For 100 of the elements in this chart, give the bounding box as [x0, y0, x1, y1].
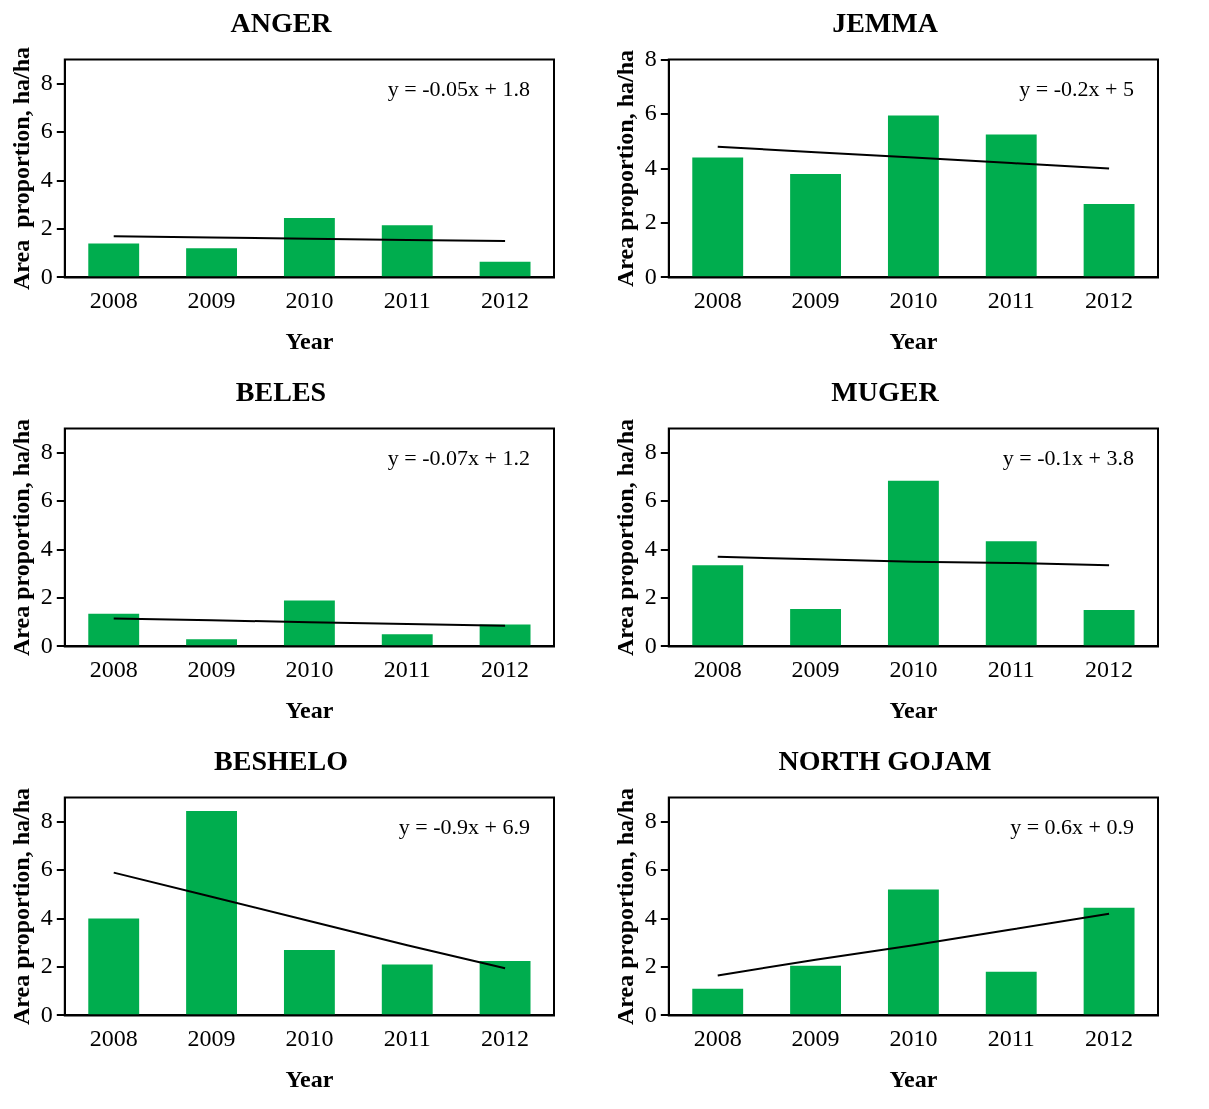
y-tick-label: 8	[644, 438, 657, 465]
x-tick-label: 2008	[89, 656, 138, 683]
x-tick-label: 2008	[89, 287, 138, 314]
y-tick-label: 0	[40, 262, 53, 289]
x-tick-label: 2009	[791, 287, 840, 314]
y-tick-label: 0	[644, 262, 657, 289]
x-tick-label: 2010	[285, 287, 334, 314]
y-tick-label: 6	[40, 486, 53, 513]
y-tick-label: 4	[40, 165, 53, 192]
x-tick-label: 2011	[987, 287, 1035, 314]
y-tick-label: 8	[644, 44, 657, 71]
annotation: y = -0.9x + 6.9	[398, 813, 530, 839]
x-axis-title: Year	[285, 696, 334, 723]
y-axis-title: Area proportion, ha/ha	[611, 418, 638, 657]
bar	[381, 634, 433, 646]
x-tick-label: 2010	[889, 1025, 938, 1052]
x-tick-label: 2010	[285, 656, 334, 683]
chart-title: BELES	[235, 376, 327, 408]
y-axis-title: Area proportion, ha/ha	[7, 46, 34, 291]
bar	[985, 971, 1037, 1015]
x-tick-label: 2011	[383, 287, 431, 314]
bar	[887, 115, 939, 277]
x-tick-label: 2010	[285, 1025, 334, 1052]
y-tick-label: 4	[40, 903, 53, 930]
bar	[985, 541, 1037, 646]
bar	[1083, 907, 1135, 1015]
x-tick-label: 2009	[791, 1025, 840, 1052]
y-tick-label: 8	[40, 438, 53, 465]
bar	[1083, 203, 1135, 277]
x-tick-label: 2012	[1085, 1025, 1134, 1052]
bar	[692, 157, 744, 277]
y-tick-label: 4	[40, 534, 53, 561]
y-tick-label: 8	[40, 69, 53, 96]
y-tick-label: 4	[644, 153, 657, 180]
bar	[186, 248, 237, 277]
x-axis-title: Year	[889, 1065, 938, 1092]
x-tick-label: 2008	[693, 656, 742, 683]
x-tick-label: 2009	[791, 656, 840, 683]
annotation: y = -0.1x + 3.8	[1002, 444, 1134, 470]
bar	[790, 173, 841, 277]
y-tick-label: 2	[40, 952, 53, 979]
bar	[381, 225, 433, 277]
chart-title: ANGER	[230, 7, 333, 39]
y-tick-label: 4	[644, 534, 657, 561]
x-tick-label: 2008	[89, 1025, 138, 1052]
chart-title: NORTH GOJAM	[778, 745, 992, 777]
x-tick-label: 2011	[383, 656, 431, 683]
y-tick-label: 2	[644, 952, 657, 979]
y-tick-label: 2	[40, 214, 53, 241]
y-axis-title: Area proportion, ha/ha	[611, 787, 638, 1026]
bar	[887, 889, 939, 1015]
y-axis-title: Area proportion, ha/ha	[611, 49, 638, 288]
bar	[88, 243, 140, 277]
annotation: y = -0.05x + 1.8	[387, 75, 530, 101]
y-tick-label: 8	[644, 807, 657, 834]
bar	[985, 134, 1037, 277]
annotation: y = -0.07x + 1.2	[387, 444, 530, 470]
y-tick-label: 2	[40, 583, 53, 610]
y-tick-label: 6	[644, 855, 657, 882]
x-tick-label: 2012	[1085, 287, 1134, 314]
x-axis-title: Year	[285, 327, 334, 354]
bar	[283, 600, 335, 646]
x-tick-label: 2009	[187, 287, 236, 314]
y-tick-label: 0	[644, 1000, 657, 1027]
x-axis-title: Year	[889, 696, 938, 723]
x-tick-label: 2012	[481, 1025, 530, 1052]
bar	[790, 608, 841, 646]
y-tick-label: 6	[40, 117, 53, 144]
y-axis-title: Area proportion, ha/ha	[7, 418, 34, 657]
bar	[692, 565, 744, 646]
bar	[186, 639, 237, 646]
bar	[88, 918, 140, 1015]
x-tick-label: 2009	[187, 1025, 236, 1052]
y-tick-label: 0	[644, 631, 657, 658]
bar	[887, 480, 939, 646]
x-tick-label: 2010	[889, 287, 938, 314]
chart-title: MUGER	[831, 376, 940, 408]
bar	[88, 613, 140, 646]
bar	[479, 261, 531, 277]
x-tick-label: 2008	[693, 287, 742, 314]
y-axis-title: Area proportion, ha/ha	[7, 787, 34, 1026]
chart-title: JEMMA	[832, 7, 939, 39]
y-tick-label: 6	[40, 855, 53, 882]
bar	[283, 950, 335, 1015]
y-tick-label: 4	[644, 903, 657, 930]
bar	[1083, 610, 1135, 646]
annotation: y = -0.2x + 5	[1019, 75, 1134, 101]
x-tick-label: 2010	[889, 656, 938, 683]
y-tick-label: 8	[40, 807, 53, 834]
bar	[790, 965, 841, 1015]
y-tick-label: 0	[40, 631, 53, 658]
x-axis-title: Year	[889, 327, 938, 354]
x-tick-label: 2011	[987, 1025, 1035, 1052]
chart-title: BESHELO	[214, 745, 348, 777]
y-tick-label: 6	[644, 486, 657, 513]
bar	[692, 988, 744, 1015]
y-tick-label: 2	[644, 583, 657, 610]
x-tick-label: 2011	[987, 656, 1035, 683]
bar	[479, 624, 531, 646]
x-tick-label: 2008	[693, 1025, 742, 1052]
